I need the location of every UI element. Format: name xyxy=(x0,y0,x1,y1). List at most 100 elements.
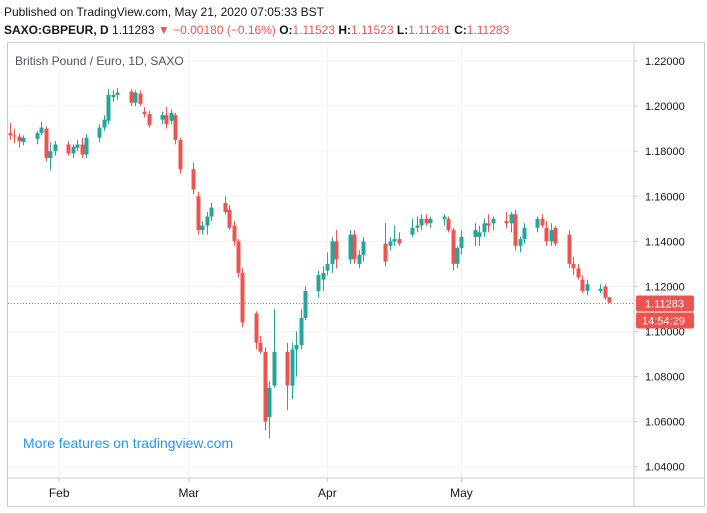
candle-body-up[interactable] xyxy=(272,351,277,386)
candle-body-up[interactable] xyxy=(585,284,590,291)
candle-body-up[interactable] xyxy=(428,218,433,224)
candle-body-down[interactable] xyxy=(147,113,152,126)
candle-body-down[interactable] xyxy=(263,351,268,422)
candle-body-up[interactable] xyxy=(598,288,603,291)
candle-body-up[interactable] xyxy=(102,119,107,128)
candle-body-up[interactable] xyxy=(357,254,362,264)
candle-body-down[interactable] xyxy=(513,214,518,246)
candle-body-up[interactable] xyxy=(415,225,420,228)
candle-body-down[interactable] xyxy=(191,169,196,190)
candle-body-up[interactable] xyxy=(482,223,487,233)
candle-body-up[interactable] xyxy=(321,272,326,280)
candle-body-up[interactable] xyxy=(410,227,415,235)
candle-body-up[interactable] xyxy=(75,144,80,148)
candle-body-down[interactable] xyxy=(540,218,545,226)
candle-body-up[interactable] xyxy=(522,227,527,240)
candle-body-down[interactable] xyxy=(397,239,402,244)
candle-body-up[interactable] xyxy=(53,144,58,152)
candle-body-down[interactable] xyxy=(567,234,572,264)
y-tick-label: 1.20000 xyxy=(645,101,685,113)
candle-body-down[interactable] xyxy=(603,286,608,298)
candle-body-up[interactable] xyxy=(477,232,482,237)
candle-body-up[interactable] xyxy=(348,234,353,260)
candle-body-up[interactable] xyxy=(106,94,111,121)
candle-body-up[interactable] xyxy=(200,225,205,231)
candle-body-up[interactable] xyxy=(48,151,53,158)
candle-body-down[interactable] xyxy=(223,203,228,213)
candle-body-down[interactable] xyxy=(129,91,134,103)
candle-body-down[interactable] xyxy=(258,342,263,352)
candle-body-up[interactable] xyxy=(205,216,210,226)
candle-body-down[interactable] xyxy=(44,128,49,158)
candle-body-down[interactable] xyxy=(17,136,22,142)
candle-body-down[interactable] xyxy=(607,297,612,303)
candle-body-down[interactable] xyxy=(553,227,558,244)
candle-body-down[interactable] xyxy=(486,223,491,226)
candle-body-up[interactable] xyxy=(303,290,308,318)
candle-body-down[interactable] xyxy=(232,225,237,242)
candle-body-down[interactable] xyxy=(164,115,169,125)
candle-body-up[interactable] xyxy=(459,236,464,249)
candle-body-down[interactable] xyxy=(580,279,585,291)
candle-body-down[interactable] xyxy=(227,209,232,228)
candle-body-up[interactable] xyxy=(316,275,321,291)
candle-body-up[interactable] xyxy=(71,146,76,154)
candle-body-up[interactable] xyxy=(518,239,523,246)
candle-body-up[interactable] xyxy=(35,133,40,139)
candle-body-up[interactable] xyxy=(84,137,89,155)
candle-body-down[interactable] xyxy=(285,351,290,386)
candle-body-up[interactable] xyxy=(97,127,102,138)
candle-body-up[interactable] xyxy=(209,207,214,217)
candle-body-up[interactable] xyxy=(535,218,540,228)
candle-body-down[interactable] xyxy=(12,135,17,137)
candle-body-up[interactable] xyxy=(455,248,460,264)
candle-body-down[interactable] xyxy=(80,144,85,155)
candle-body-up[interactable] xyxy=(549,230,554,242)
candle-body-up[interactable] xyxy=(491,218,496,224)
candle-body-down[interactable] xyxy=(571,263,576,269)
candle-body-down[interactable] xyxy=(352,234,357,260)
candle-body-down[interactable] xyxy=(383,243,388,262)
last-price: 1.11283 xyxy=(112,23,155,37)
candle-body-up[interactable] xyxy=(442,216,447,219)
candle-body-up[interactable] xyxy=(361,241,366,255)
candle-body-down[interactable] xyxy=(544,227,549,242)
candle-body-down[interactable] xyxy=(576,268,581,278)
candle-body-down[interactable] xyxy=(138,93,143,104)
candle-body-up[interactable] xyxy=(473,230,478,237)
published-line: Published on TradingView.com, May 21, 20… xyxy=(4,5,324,19)
candle-body-down[interactable] xyxy=(254,313,259,343)
candle-body-down[interactable] xyxy=(446,218,451,231)
candle-body-up[interactable] xyxy=(290,349,295,386)
candle-body-down[interactable] xyxy=(66,144,71,154)
candle-body-down[interactable] xyxy=(173,115,178,140)
candle-body-up[interactable] xyxy=(115,92,120,95)
candle-body-up[interactable] xyxy=(388,241,393,246)
candle-body-up[interactable] xyxy=(419,218,424,226)
candle-body-up[interactable] xyxy=(133,92,138,103)
candle-body-up[interactable] xyxy=(267,387,272,418)
candle-body-up[interactable] xyxy=(21,137,26,143)
candle-body-down[interactable] xyxy=(196,196,201,231)
candle-body-down[interactable] xyxy=(504,221,509,224)
candle-body-up[interactable] xyxy=(509,214,514,224)
candle-body-up[interactable] xyxy=(330,241,335,264)
candle-body-down[interactable] xyxy=(240,272,245,323)
candle-body-down[interactable] xyxy=(334,241,339,260)
candle-body-down[interactable] xyxy=(451,230,456,264)
candle-body-down[interactable] xyxy=(236,241,241,273)
candle-body-up[interactable] xyxy=(294,345,299,350)
candle-body-up[interactable] xyxy=(325,263,330,271)
candle-body-down[interactable] xyxy=(8,133,13,136)
candle-body-up[interactable] xyxy=(169,112,174,121)
watermark-link: More features on tradingview.com xyxy=(23,435,233,451)
candle-body-down[interactable] xyxy=(178,139,183,170)
candle-body-up[interactable] xyxy=(299,317,304,346)
candle-body-up[interactable] xyxy=(111,94,116,98)
candle-body-down[interactable] xyxy=(424,218,429,224)
candle-body-up[interactable] xyxy=(160,115,165,120)
candle-body-down[interactable] xyxy=(142,111,147,114)
candle-body-up[interactable] xyxy=(39,127,44,134)
candle-body-up[interactable] xyxy=(392,239,397,242)
